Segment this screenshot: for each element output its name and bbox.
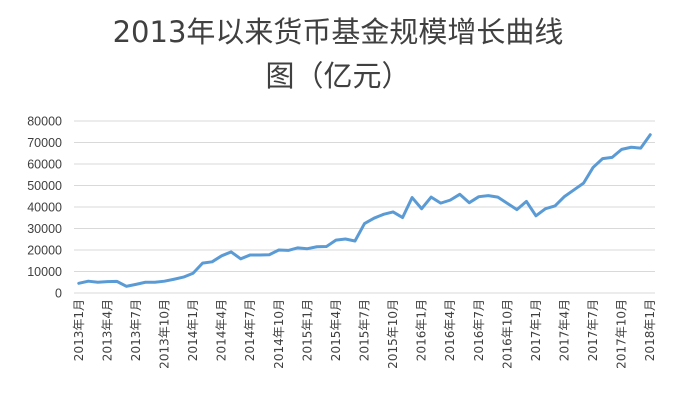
x-tick-label: 2017年1月 xyxy=(529,299,543,361)
x-tick-label: 2016年4月 xyxy=(443,299,457,361)
x-tick-label: 2018年1月 xyxy=(643,299,657,361)
chart-title-line-2: 图（亿元） xyxy=(265,59,411,93)
x-tick-label: 2014年7月 xyxy=(243,299,257,361)
y-tick-label: 80000 xyxy=(27,115,62,129)
chart-title-line-1: 2013年以来货币基金规模增长曲线 xyxy=(112,15,564,49)
y-tick-label: 50000 xyxy=(27,179,62,193)
x-tick-label: 2017年7月 xyxy=(586,299,600,361)
x-tick-label: 2017年4月 xyxy=(558,299,572,361)
x-tick-label: 2013年7月 xyxy=(129,299,143,361)
y-tick-label: 20000 xyxy=(27,244,62,258)
series-line xyxy=(77,133,652,288)
x-tick-label: 2015年10月 xyxy=(386,299,400,369)
x-tick-label: 2014年10月 xyxy=(272,299,286,369)
y-tick-label: 30000 xyxy=(27,222,62,236)
x-tick-label: 2013年4月 xyxy=(100,299,114,361)
y-tick-label: 60000 xyxy=(27,158,62,172)
x-axis-ticks: 2013年1月 2013年4月 2013年7月 2013年10月 2014年1月 2014… xyxy=(72,299,657,369)
y-tick-label: 10000 xyxy=(27,265,62,279)
x-tick-label: 2016年7月 xyxy=(472,299,486,361)
y-tick-label: 70000 xyxy=(27,136,62,150)
chart-title: 2013年以来货币基金规模增长曲线 图（亿元） xyxy=(0,10,676,98)
x-tick-label: 2016年1月 xyxy=(415,299,429,361)
x-tick-label: 2013年10月 xyxy=(157,299,171,369)
gridlines xyxy=(74,120,655,272)
y-axis-ticks: 0 10000 20000 30000 40000 50000 60000 70000 8000… xyxy=(27,115,62,301)
x-tick-label: 2014年1月 xyxy=(186,299,200,361)
x-tick-label: 2015年4月 xyxy=(329,299,343,361)
x-tick-label: 2014年4月 xyxy=(215,299,229,361)
y-tick-label: 0 xyxy=(55,287,62,301)
x-tick-label: 2015年1月 xyxy=(300,299,314,361)
x-tick-label: 2013年1月 xyxy=(72,299,86,361)
y-tick-label: 40000 xyxy=(27,201,62,215)
x-tick-label: 2015年7月 xyxy=(358,299,372,361)
x-tick-label: 2016年10月 xyxy=(500,299,514,369)
x-tick-label: 2017年10月 xyxy=(615,299,629,369)
